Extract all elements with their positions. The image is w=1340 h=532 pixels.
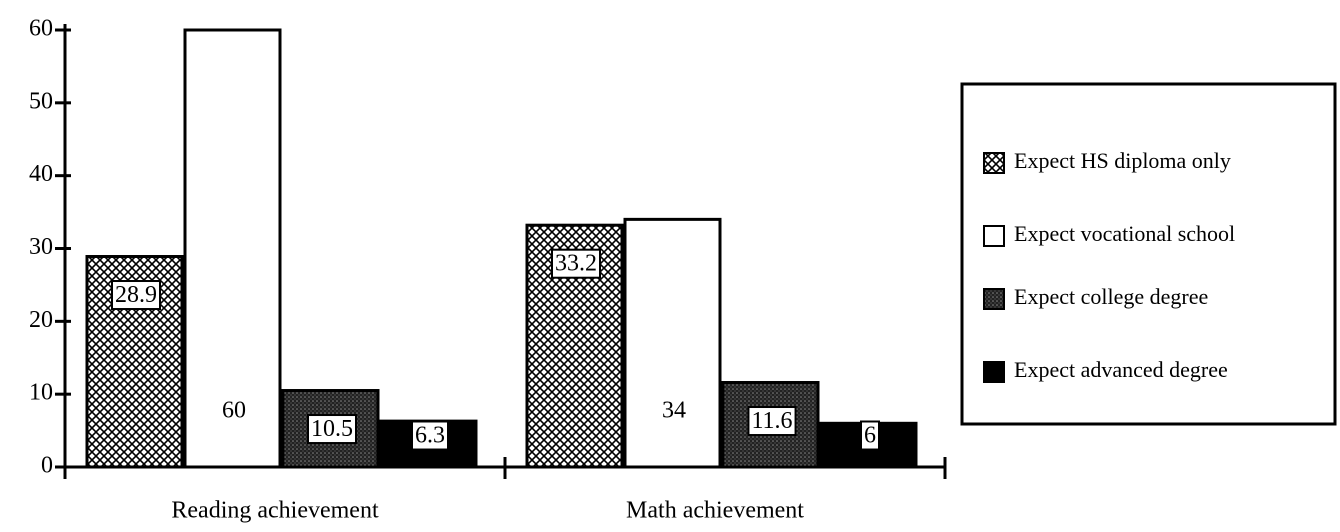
value-label-box xyxy=(747,406,797,437)
value-label: 34 xyxy=(662,398,686,424)
legend-label: Expect vocational school xyxy=(1014,221,1235,246)
y-tick-label: 20 xyxy=(29,307,53,333)
value-label: 10.5 xyxy=(311,416,353,442)
legend-label: Expect HS diploma only xyxy=(1014,148,1231,173)
legend-label: Expect advanced degree xyxy=(1014,357,1228,382)
legend-swatch xyxy=(983,225,1005,247)
value-label: 11.6 xyxy=(751,408,792,434)
y-tick-label: 0 xyxy=(41,453,53,479)
value-label-box xyxy=(307,414,357,445)
value-label: 60 xyxy=(222,398,246,424)
x-tick-label: Reading achievement xyxy=(171,498,379,524)
y-tick-label: 30 xyxy=(29,234,53,260)
legend-label: Expect college degree xyxy=(1014,284,1208,309)
legend-swatch xyxy=(983,288,1005,310)
x-tick-label: Math achievement xyxy=(626,498,804,524)
value-label: 6 xyxy=(864,423,876,449)
bar xyxy=(183,28,282,469)
value-label-box xyxy=(111,280,161,311)
y-tick-label: 50 xyxy=(29,88,53,114)
legend-swatch xyxy=(983,361,1005,383)
y-tick-label: 10 xyxy=(29,380,53,406)
legend-swatch xyxy=(983,152,1005,174)
value-label-box xyxy=(551,248,601,279)
bar xyxy=(623,217,722,469)
value-label-box xyxy=(411,420,449,451)
y-tick-label: 40 xyxy=(29,161,53,187)
legend-box xyxy=(960,82,1337,426)
y-tick-label: 60 xyxy=(29,16,53,42)
value-label: 6.3 xyxy=(415,423,445,449)
value-label-box xyxy=(860,420,880,451)
value-label: 33.2 xyxy=(555,251,597,277)
value-label: 28.9 xyxy=(115,282,157,308)
